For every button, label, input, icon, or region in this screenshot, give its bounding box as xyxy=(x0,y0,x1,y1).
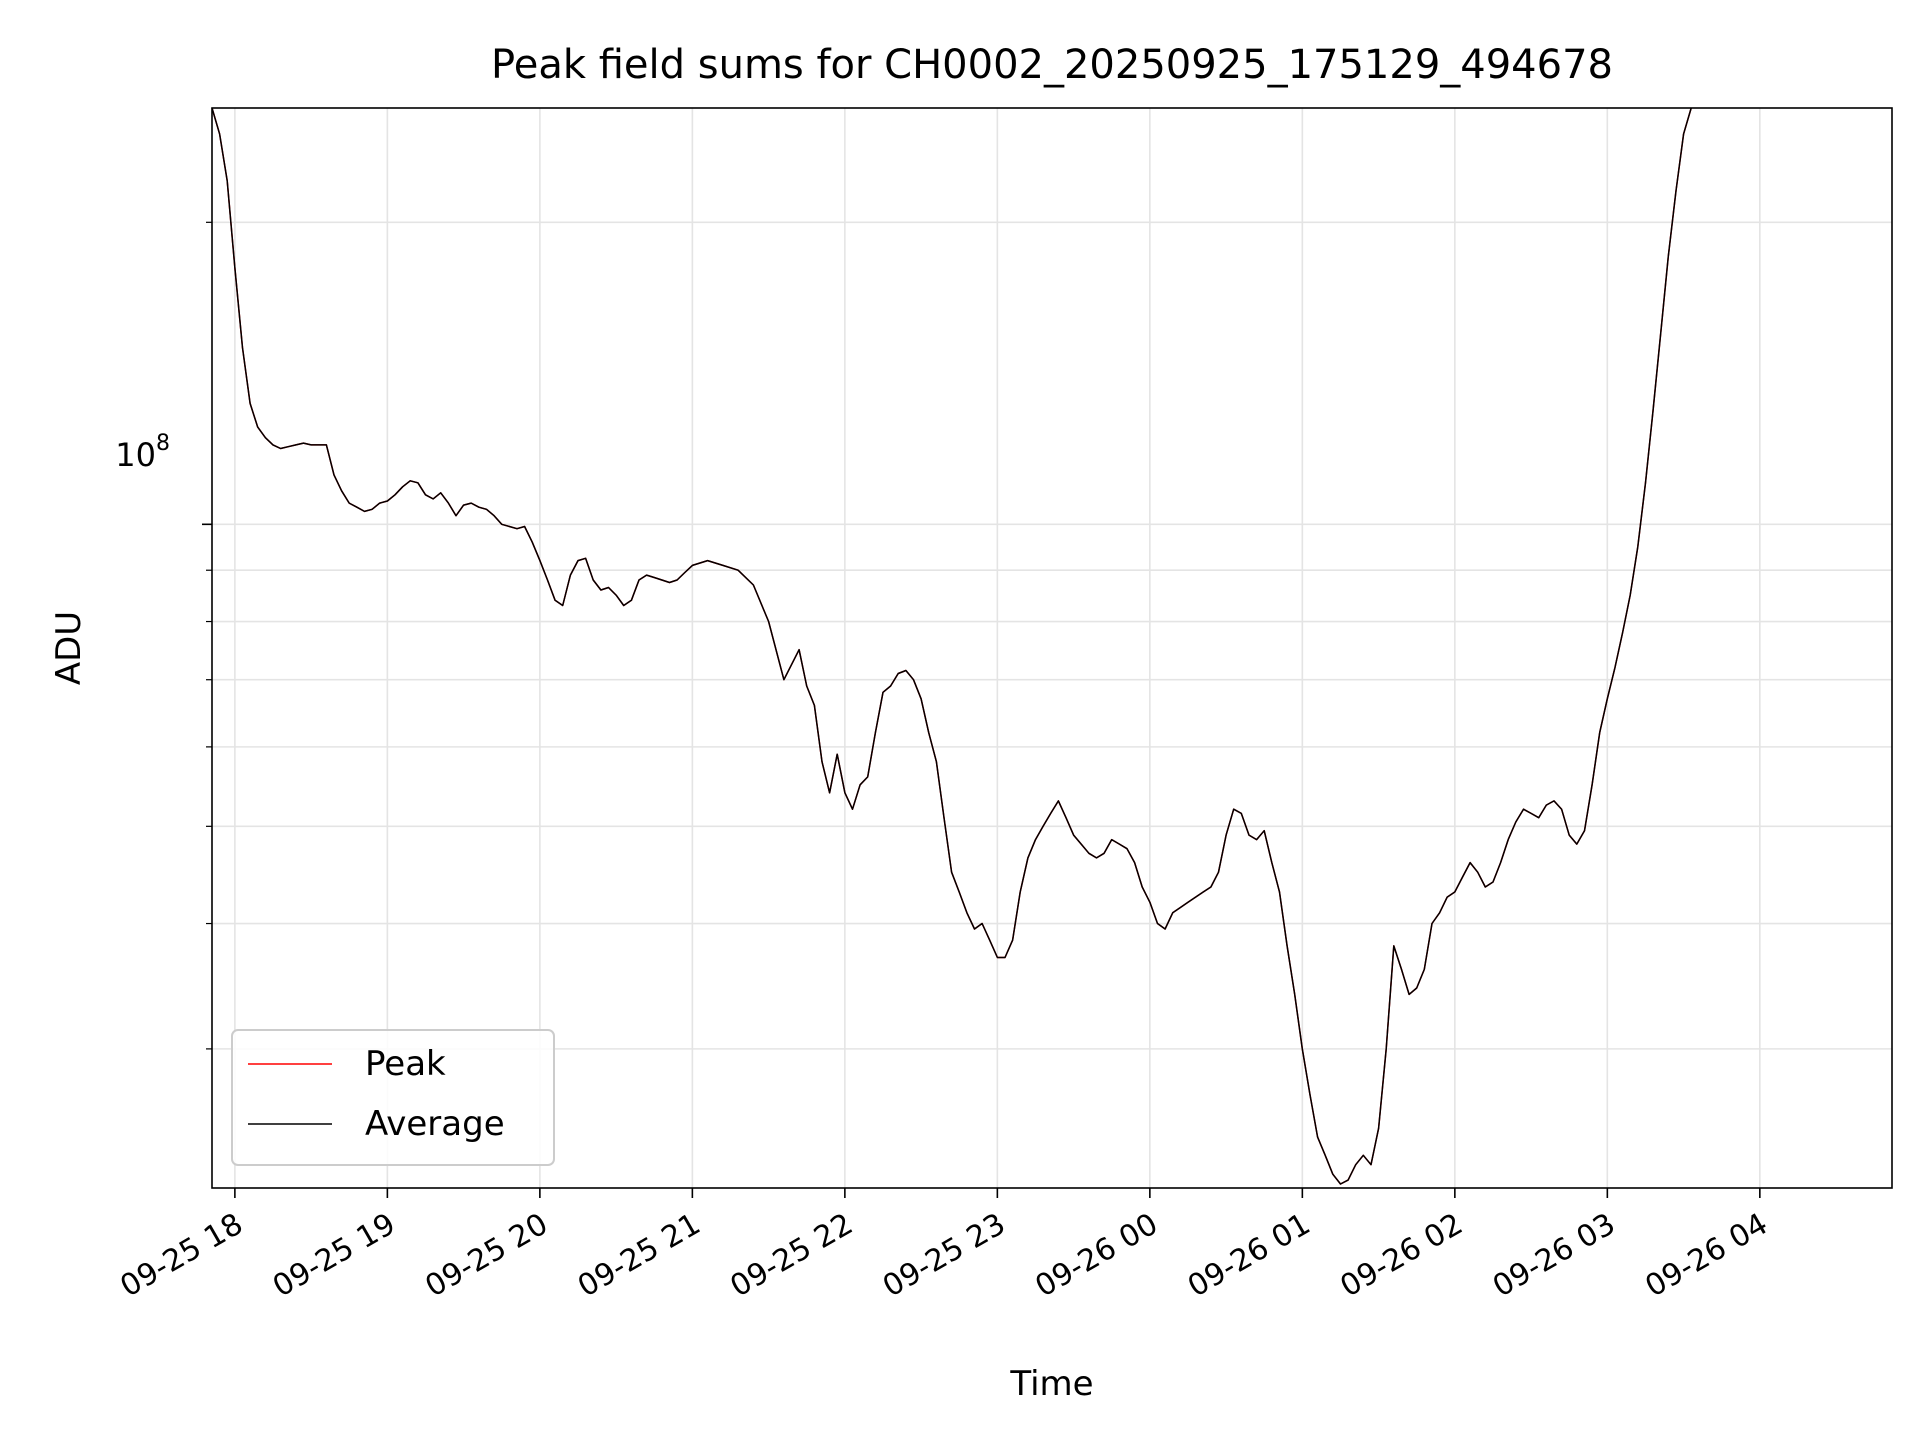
average-series-line xyxy=(211,107,1692,1185)
y-axis-label: ADU xyxy=(49,611,89,685)
legend: Peak Average xyxy=(231,1029,555,1166)
legend-peak-label: Peak xyxy=(365,1044,446,1084)
y-tick-label: 108 xyxy=(115,431,170,474)
legend-average-label: Average xyxy=(365,1104,505,1144)
y-tick-base: 10 xyxy=(115,436,156,474)
series-layer xyxy=(211,107,1692,1185)
plot-frame xyxy=(211,107,1893,1189)
chart-title: Peak field sums for CH0002_20250925_1751… xyxy=(491,42,1613,88)
y-tick-exponent: 8 xyxy=(156,431,170,456)
x-axis-label: Time xyxy=(1009,1364,1093,1404)
